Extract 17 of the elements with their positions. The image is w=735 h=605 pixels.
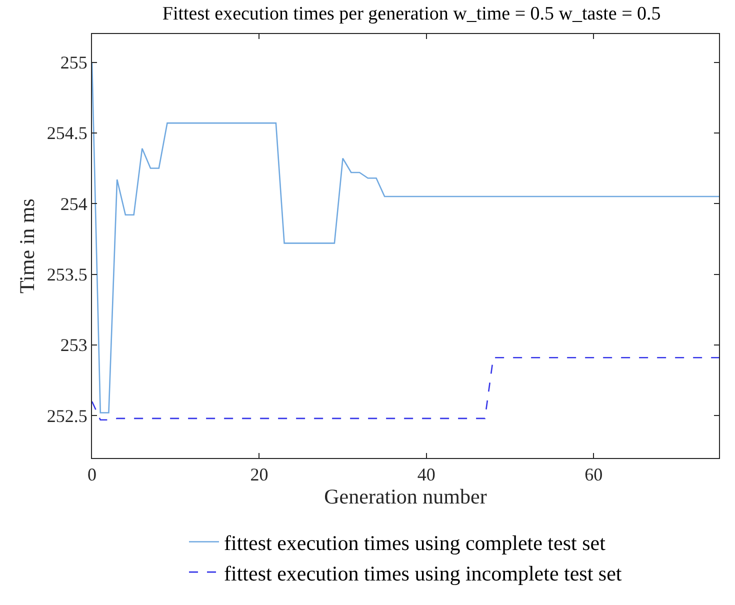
y-tick-label: 254 bbox=[60, 194, 88, 214]
y-tick-label: 253.5 bbox=[46, 264, 88, 285]
x-axis-title: Generation number bbox=[324, 484, 487, 509]
x-tick-label: 40 bbox=[417, 464, 436, 485]
y-tick-label: 253 bbox=[60, 335, 88, 356]
chart-title: Fittest execution times per generation w_time = 0.5 w_taste = 0.5 bbox=[162, 3, 661, 24]
y-tick-label: 254.5 bbox=[46, 123, 88, 144]
line-series bbox=[92, 357, 719, 420]
x-tick-label: 60 bbox=[584, 464, 603, 485]
y-tick-label: 255 bbox=[60, 52, 88, 73]
legend-label: fittest execution times using incomplete test set bbox=[224, 561, 622, 586]
legend-label: fittest execution times using complete test set bbox=[224, 530, 606, 555]
y-tick-label: 252.5 bbox=[46, 406, 88, 426]
y-axis-title: Time in ms bbox=[15, 198, 40, 294]
x-tick-label: 20 bbox=[250, 464, 268, 485]
x-tick-label: 0 bbox=[88, 464, 96, 485]
line-series bbox=[92, 62, 719, 414]
